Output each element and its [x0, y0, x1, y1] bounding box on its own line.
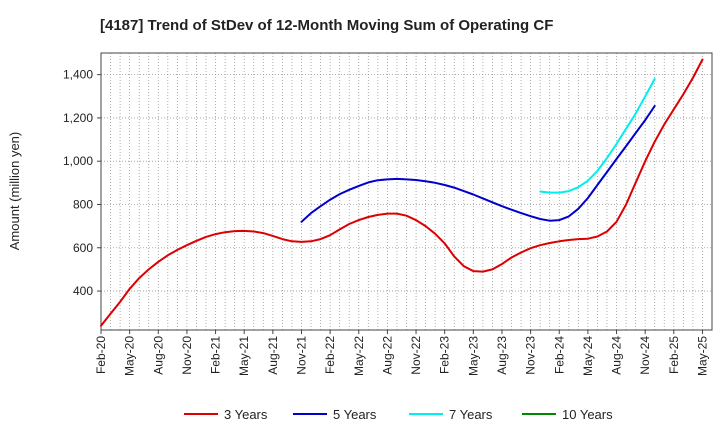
x-tick-label: May-23 — [466, 336, 480, 376]
x-tick-label: Feb-23 — [438, 336, 452, 374]
legend: 3 Years 5 Years 7 Years 10 Years — [184, 407, 613, 422]
y-tick-label: 600 — [73, 241, 93, 255]
x-tick-label: Aug-21 — [266, 336, 280, 375]
x-tick-label: Nov-22 — [409, 336, 423, 375]
series-line-7-years — [539, 78, 656, 194]
y-tick-label: 1,200 — [63, 111, 93, 125]
x-tick-label: May-20 — [123, 336, 137, 376]
legend-label: 5 Years — [333, 407, 377, 422]
y-tick-label: 1,400 — [63, 68, 93, 82]
y-tick-label: 800 — [73, 197, 93, 211]
x-tick-label: Feb-22 — [323, 336, 337, 374]
x-tick-label: May-22 — [352, 336, 366, 376]
y-tick-label: 400 — [73, 284, 93, 298]
legend-label: 10 Years — [562, 407, 613, 422]
x-tick-label: Nov-24 — [638, 336, 652, 375]
legend-label: 7 Years — [449, 407, 493, 422]
x-tick-label: Aug-20 — [151, 336, 165, 375]
plot-frame — [100, 52, 713, 331]
x-tick-label: Nov-20 — [180, 336, 194, 375]
x-tick-label: Aug-22 — [380, 336, 394, 375]
y-axis-label: Amount (million yen) — [7, 132, 22, 251]
x-tick-label: Feb-24 — [552, 336, 566, 374]
series-line-5-years — [300, 105, 656, 223]
x-axis: Feb-20 May-20 Aug-20 Nov-20 Feb-21 May-21 Aug-… — [94, 330, 709, 376]
x-tick-label: Feb-20 — [94, 336, 108, 374]
chart-title: [4187] Trend of StDev of 12-Month Moving… — [100, 17, 553, 34]
x-tick-label: May-24 — [581, 336, 595, 376]
series-line-3-years — [100, 58, 704, 327]
grid — [101, 53, 712, 330]
x-tick-label: Feb-25 — [667, 336, 681, 374]
y-axis: 400 600 800 1,000 1,200 1,400 — [63, 68, 101, 298]
x-tick-label: Nov-23 — [524, 336, 538, 375]
y-tick-label: 1,000 — [63, 154, 93, 168]
x-tick-label: May-25 — [695, 336, 709, 376]
series-group — [100, 58, 704, 327]
legend-label: 3 Years — [224, 407, 268, 422]
x-tick-label: Aug-23 — [495, 336, 509, 375]
x-tick-label: Nov-21 — [294, 336, 308, 375]
x-tick-label: May-21 — [237, 336, 251, 376]
x-tick-label: Feb-21 — [209, 336, 223, 374]
x-tick-label: Aug-24 — [610, 336, 624, 375]
